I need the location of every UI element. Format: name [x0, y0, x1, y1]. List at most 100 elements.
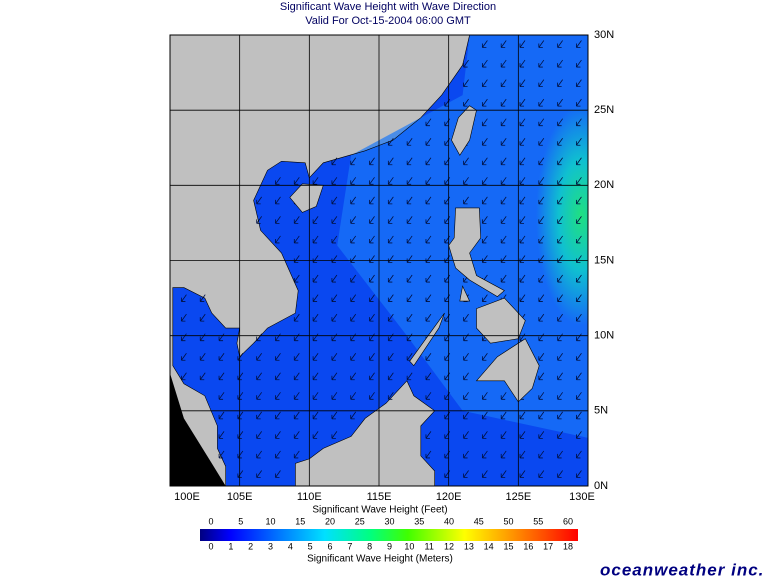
- wave-arrow: [557, 118, 563, 127]
- wave-arrow: [538, 40, 545, 48]
- wave-arrow: [538, 392, 545, 400]
- wave-arrow: [387, 196, 394, 205]
- wave-arrow: [406, 313, 413, 322]
- wave-arrow: [199, 352, 206, 361]
- wave-arrow: [350, 216, 357, 224]
- map: [170, 35, 588, 486]
- wave-arrow: [312, 431, 319, 439]
- wave-arrow: [500, 235, 507, 244]
- wave-arrow: [350, 274, 357, 283]
- wave-arrow: [519, 216, 526, 224]
- feet-tick: 0: [208, 516, 213, 526]
- wave-arrow: [275, 352, 281, 361]
- wave-arrow: [256, 450, 262, 459]
- wave-arrow: [331, 216, 338, 224]
- wave-arrow: [387, 372, 394, 381]
- wave-arrow: [369, 157, 375, 166]
- wave-arrow: [425, 118, 432, 127]
- wave-arrow: [387, 216, 394, 224]
- wave-arrow: [331, 235, 338, 244]
- wave-arrow: [406, 157, 413, 166]
- meter-tick: 8: [367, 541, 372, 551]
- lon-label: 105E: [227, 491, 253, 503]
- wave-arrow: [519, 450, 526, 459]
- wave-arrow: [463, 411, 469, 420]
- wave-arrow: [519, 431, 526, 439]
- wave-arrow: [557, 274, 563, 283]
- wave-arrow: [576, 411, 582, 420]
- wave-arrow: [293, 177, 300, 185]
- feet-tick: 15: [295, 516, 305, 526]
- wave-arrow: [425, 313, 432, 322]
- wave-arrow: [481, 450, 488, 459]
- wave-arrow: [275, 216, 281, 224]
- wave-arrow: [331, 372, 338, 381]
- wave-arrow: [425, 196, 432, 205]
- feet-tick: 45: [474, 516, 484, 526]
- meter-tick: 16: [523, 541, 533, 551]
- wave-arrow: [199, 333, 206, 342]
- wave-arrow: [387, 392, 394, 400]
- lon-label: 110E: [297, 491, 322, 503]
- wave-arrow: [293, 372, 300, 381]
- wave-arrow: [576, 216, 582, 224]
- wave-arrow: [538, 431, 545, 439]
- wave-arrow: [576, 450, 582, 459]
- wave-arrow: [519, 274, 526, 283]
- lon-label: 120E: [436, 491, 462, 503]
- wave-arrow: [256, 372, 262, 381]
- wave-arrow: [331, 196, 338, 205]
- wave-arrow: [425, 450, 432, 459]
- meter-tick: 4: [288, 541, 293, 551]
- wave-arrow: [519, 177, 526, 185]
- wave-arrow: [576, 59, 582, 68]
- wave-arrow: [538, 196, 545, 205]
- wave-arrow: [369, 313, 375, 322]
- wave-arrow: [557, 470, 563, 478]
- wave-arrow: [481, 138, 488, 146]
- wave-arrow: [312, 333, 319, 342]
- lon-label: 115E: [367, 491, 392, 503]
- wave-arrow: [256, 431, 262, 439]
- wave-arrow: [557, 313, 563, 322]
- wave-arrow: [463, 333, 469, 342]
- wave-arrow: [519, 294, 526, 302]
- wave-arrow: [500, 157, 507, 166]
- wave-arrow: [481, 177, 488, 185]
- wave-arrow: [481, 118, 488, 127]
- wave-arrow: [463, 196, 469, 205]
- wave-arrow: [293, 313, 300, 322]
- island: [289, 183, 324, 213]
- wave-arrow: [406, 196, 413, 205]
- wave-arrow: [406, 294, 413, 302]
- wave-arrow: [275, 450, 281, 459]
- wave-arrow: [519, 157, 526, 166]
- wave-arrow: [350, 177, 357, 185]
- lon-label: 100E: [174, 491, 200, 503]
- meter-tick: 10: [404, 541, 414, 551]
- wave-arrow: [481, 40, 488, 48]
- wave-arrow: [350, 352, 357, 361]
- meter-tick: 13: [464, 541, 474, 551]
- wave-arrow: [557, 411, 563, 420]
- wave-arrow: [293, 333, 300, 342]
- wave-arrow: [538, 235, 545, 244]
- wave-arrow: [425, 138, 432, 146]
- wave-arrow: [350, 235, 357, 244]
- wave-arrow: [500, 118, 507, 127]
- wave-arrow: [199, 294, 206, 302]
- wave-arrow: [350, 196, 357, 205]
- wave-arrow: [557, 431, 563, 439]
- wave-arrow: [538, 138, 545, 146]
- wave-arrow: [519, 59, 526, 68]
- lat-label: 5N: [594, 405, 608, 417]
- wave-arrow: [538, 59, 545, 68]
- wave-arrow: [312, 216, 319, 224]
- wave-arrow: [331, 294, 338, 302]
- wave-arrow: [331, 352, 338, 361]
- subtitle: Valid For Oct-15-2004 06:00 GMT: [305, 15, 471, 27]
- brand: oceanweather inc.: [600, 560, 764, 579]
- wave-arrow: [463, 157, 469, 166]
- wave-arrow: [576, 294, 582, 302]
- island: [448, 207, 505, 297]
